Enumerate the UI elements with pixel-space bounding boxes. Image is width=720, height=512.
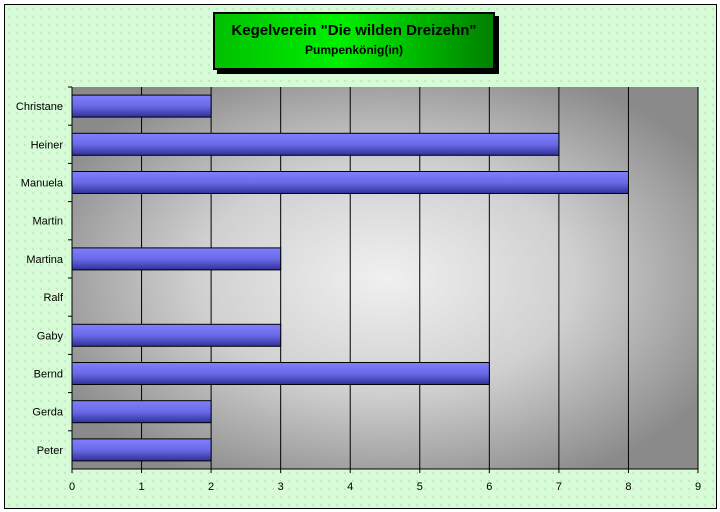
y-tick-label: Heiner xyxy=(31,139,64,151)
y-tick-label: Peter xyxy=(37,445,64,457)
bar-peter xyxy=(71,438,212,462)
bar-gerda xyxy=(71,400,212,424)
y-tick-label: Manuela xyxy=(21,178,64,190)
x-tick-label: 7 xyxy=(556,481,562,493)
x-tick-label: 3 xyxy=(278,481,284,493)
x-tick-label: 8 xyxy=(625,481,631,493)
y-tick-label: Bernd xyxy=(34,369,63,381)
bar-christane xyxy=(71,94,212,118)
bar-gaby xyxy=(71,323,282,347)
y-tick-label: Martina xyxy=(26,254,64,266)
x-tick-label: 9 xyxy=(695,481,701,493)
y-tick-label: Martin xyxy=(32,216,63,228)
x-tick-label: 1 xyxy=(138,481,144,493)
chart-title: Kegelverein "Die wilden Dreizehn" xyxy=(231,22,477,39)
bar-martina xyxy=(71,247,282,271)
x-tick-label: 6 xyxy=(486,481,492,493)
bar-manuela xyxy=(71,171,629,194)
y-tick-label: Ralf xyxy=(43,292,64,304)
bar-bernd xyxy=(71,362,490,385)
y-tick-label: Gaby xyxy=(37,330,64,342)
bar-heiner xyxy=(71,132,560,156)
chart-subtitle: Pumpenkönig(in) xyxy=(305,43,403,57)
x-tick-label: 2 xyxy=(208,481,214,493)
x-tick-label: 5 xyxy=(417,481,423,493)
x-tick-label: 0 xyxy=(69,481,75,493)
chart-title-box: Kegelverein "Die wilden Dreizehn" Pumpen… xyxy=(213,12,495,70)
x-tick-label: 4 xyxy=(347,481,353,493)
y-tick-label: Christane xyxy=(16,101,63,113)
y-tick-label: Gerda xyxy=(32,407,63,419)
